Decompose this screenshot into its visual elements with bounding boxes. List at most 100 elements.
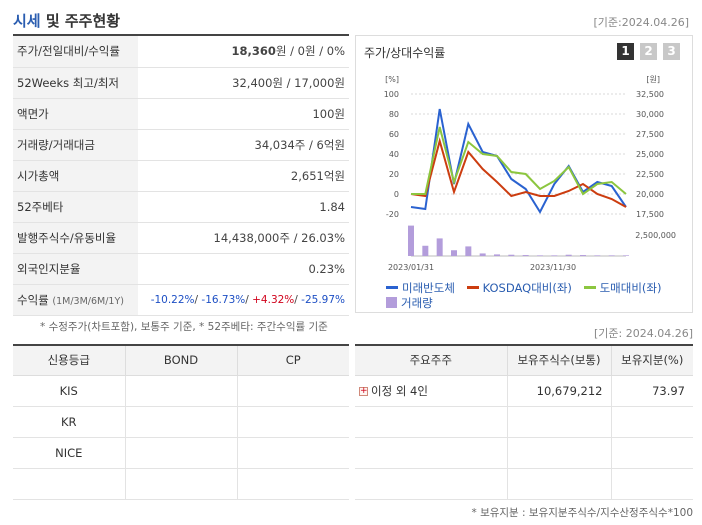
table-row	[355, 468, 693, 500]
right-tick-label: 25,000	[636, 150, 664, 159]
right-tick-label: 17,500	[636, 210, 664, 219]
left-tick-label: 20	[389, 170, 399, 179]
chart-title: 주가/상대수익률	[364, 46, 446, 60]
x-tick-label: 2023/01/31	[388, 263, 434, 272]
volume-bar	[594, 255, 601, 256]
line-chart: [%] [원] 100 32,500 80 30,000 60 27,500 40 25,000 2…	[384, 75, 676, 272]
series-line	[410, 108, 627, 215]
table-row: 52Weeks 최고/최저 32,400원 / 17,000원	[13, 67, 349, 99]
returns-value: -10.22%/ -16.73%/ +4.32%/ -25.97%	[138, 284, 349, 316]
left-tick-label: 40	[389, 150, 399, 159]
table-row: 52주베타 1.84	[13, 191, 349, 223]
major-shareholders-table: 주요주주 보유주식수(보통) 보유지분(%) + 이정 외 4인 10,679,2…	[355, 344, 693, 500]
volume-bar	[436, 238, 443, 256]
section-title: 시세 및 주주현황	[13, 12, 121, 30]
row-label: 주가/전일대비/수익률	[13, 36, 138, 68]
left-tick-label: 0	[394, 190, 399, 199]
table-row: 주가/전일대비/수익률 18,360원 / 0원 / 0%	[13, 36, 349, 68]
volume-bar	[551, 255, 558, 256]
row-label: 액면가	[13, 98, 138, 130]
x-tick-label: 2023/11/30	[530, 263, 576, 272]
row-value: 100원	[138, 98, 349, 130]
tab-2[interactable]: 2	[640, 43, 657, 60]
price-chart-panel: 주가/상대수익률 1 2 3 [%] [원] 100 32,500 80 30,000 60…	[355, 35, 693, 313]
right-axis-unit: [원]	[646, 75, 660, 84]
left-tick-label: -20	[386, 210, 399, 219]
table-row: KIS	[13, 375, 349, 407]
row-label: 외국인지분율	[13, 253, 138, 285]
row-label: 발행주식수/유동비율	[13, 222, 138, 254]
row-value: 2,651억원	[138, 160, 349, 192]
right-tick-label: 20,000	[636, 190, 664, 199]
table-row: + 이정 외 4인 10,679,212 73.97	[355, 375, 693, 407]
volume-bar	[422, 245, 429, 256]
table-row	[355, 406, 693, 438]
credit-rating-table: 신용등급 BOND CP KIS KR NICE	[13, 344, 349, 500]
volume-bar	[580, 255, 586, 256]
row-label: 52Weeks 최고/최저	[13, 67, 138, 99]
chart-legend: 미래반도체 KOSDAQ대비(좌) 도매대비(좌) 거래량	[386, 278, 686, 311]
col-header: 보유지분(%)	[610, 345, 693, 376]
left-tick-label: 100	[384, 90, 399, 99]
col-header: BOND	[124, 345, 237, 376]
right-tick-label: 30,000	[636, 110, 664, 119]
right-tick-label: 32,500	[636, 90, 664, 99]
volume-bar	[608, 255, 615, 256]
row-value: 34,034주 / 6억원	[138, 129, 349, 161]
row-value: 0.23%	[138, 253, 349, 285]
legend-swatch	[386, 297, 397, 308]
table-row: 외국인지분율 0.23%	[13, 253, 349, 285]
col-header: 보유주식수(보통)	[506, 345, 611, 376]
volume-bar	[465, 246, 472, 256]
table-row: KR	[13, 406, 349, 438]
reference-date: [기준:2024.04.26]	[593, 16, 689, 29]
tab-1[interactable]: 1	[617, 43, 634, 60]
expand-icon[interactable]: +	[359, 385, 368, 396]
left-tick-label: 60	[389, 130, 399, 139]
legend-swatch	[466, 286, 479, 289]
tab-3[interactable]: 3	[663, 43, 680, 60]
volume-bar	[508, 254, 515, 256]
volume-bar	[623, 255, 629, 256]
table-row: NICE	[13, 437, 349, 469]
row-value: 14,438,000주 / 26.03%	[138, 222, 349, 254]
table-row: 시가총액 2,651억원	[13, 160, 349, 192]
holders-footnote: * 보유지분 : 보유지분주식수/지수산정주식수*100	[471, 507, 693, 519]
legend-swatch	[386, 286, 398, 289]
holder-name[interactable]: + 이정 외 4인	[355, 375, 507, 407]
volume-bar	[537, 255, 543, 256]
volume-bar	[522, 255, 529, 256]
volume-tick-label: 2,500,000	[635, 231, 676, 240]
quote-footnote: * 수정주가(차트포함), 보통주 기준, * 52주베타: 주간수익률 기준	[40, 321, 328, 333]
right-tick-label: 27,500	[636, 130, 664, 139]
volume-bar	[479, 253, 486, 256]
col-header: 주요주주	[355, 345, 507, 376]
top-rule	[13, 34, 349, 36]
row-value: 32,400원 / 17,000원	[138, 67, 349, 99]
legend-swatch	[583, 286, 596, 289]
legend-item: KOSDAQ대비(좌)	[466, 280, 572, 295]
row-value: 1.84	[138, 191, 349, 223]
reference-date-2: [기준: 2024.04.26]	[593, 327, 693, 340]
volume-bar	[494, 254, 500, 256]
section-header: 시세 및 주주현황 [기준:2024.04.26]	[13, 10, 693, 32]
chart-tabs: 1 2 3	[617, 43, 680, 60]
table-row: 발행주식수/유동비율 14,438,000주 / 26.03%	[13, 222, 349, 254]
quote-table: 주가/전일대비/수익률 18,360원 / 0원 / 0% 52Weeks 최고…	[13, 36, 349, 316]
row-label: 시가총액	[13, 160, 138, 192]
volume-bar	[408, 225, 414, 256]
legend-item: 거래량	[386, 295, 433, 310]
volume-bar	[565, 254, 572, 256]
legend-item: 도매대비(좌)	[583, 280, 661, 295]
table-row: 거래량/거래대금 34,034주 / 6억원	[13, 129, 349, 161]
row-value: 18,360원 / 0원 / 0%	[138, 36, 349, 68]
series-line	[411, 126, 627, 196]
row-label: 거래량/거래대금	[13, 129, 138, 161]
row-label: 수익률 (1M/3M/6M/1Y)	[13, 284, 138, 316]
volume-bar	[451, 250, 457, 256]
legend-item: 미래반도체	[386, 280, 455, 295]
right-tick-label: 22,500	[636, 170, 664, 179]
col-header: 신용등급	[13, 345, 125, 376]
col-header: CP	[236, 345, 349, 376]
table-row: 액면가 100원	[13, 98, 349, 130]
